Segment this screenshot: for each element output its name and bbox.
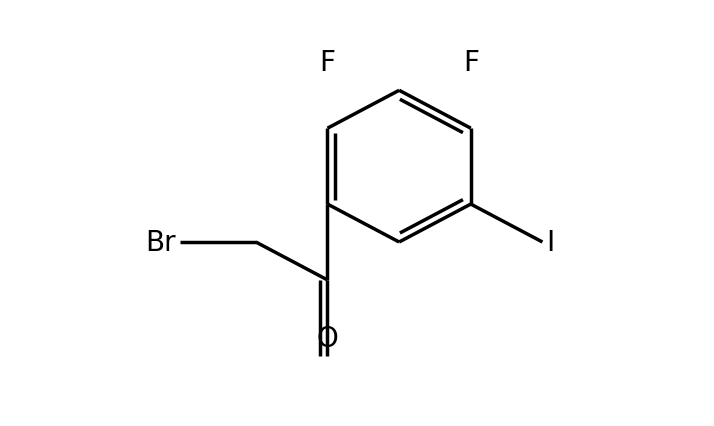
Text: F: F (463, 49, 479, 77)
Text: O: O (316, 324, 338, 352)
Text: I: I (547, 228, 555, 256)
Text: Br: Br (145, 228, 176, 256)
Text: F: F (319, 49, 336, 77)
